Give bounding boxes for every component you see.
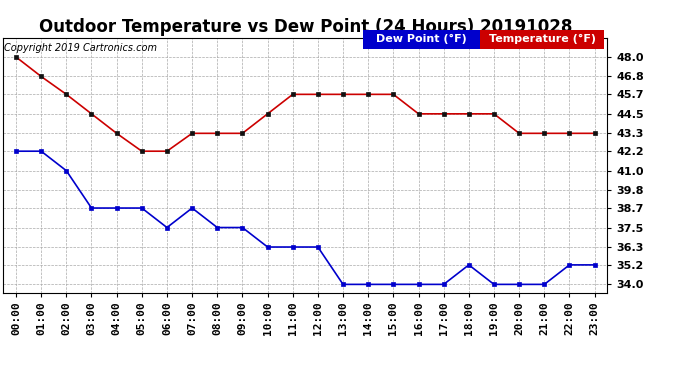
- FancyBboxPatch shape: [363, 30, 480, 49]
- Text: Copyright 2019 Cartronics.com: Copyright 2019 Cartronics.com: [4, 43, 157, 52]
- Text: Dew Point (°F): Dew Point (°F): [376, 34, 467, 45]
- Text: Temperature (°F): Temperature (°F): [489, 34, 595, 45]
- FancyBboxPatch shape: [480, 30, 604, 49]
- Title: Outdoor Temperature vs Dew Point (24 Hours) 20191028: Outdoor Temperature vs Dew Point (24 Hou…: [39, 18, 572, 36]
